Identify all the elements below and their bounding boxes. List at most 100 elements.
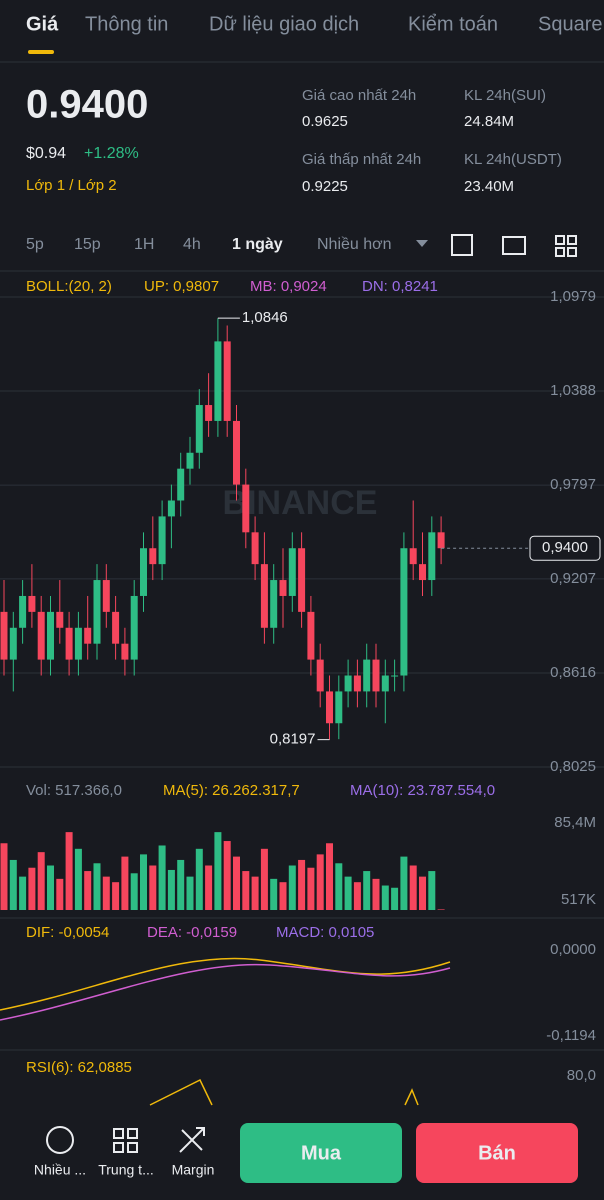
dif: DIF: -0,0054 xyxy=(26,924,109,941)
icon[interactable] xyxy=(451,234,473,256)
interval[interactable]: 1H xyxy=(134,236,154,253)
interval[interactable]: 15p xyxy=(74,236,101,253)
volume-bar xyxy=(177,859,185,910)
change: +1.28% xyxy=(84,145,139,162)
more-icon[interactable] xyxy=(46,1126,74,1154)
dea: DEA: -0,0159 xyxy=(147,924,237,941)
volume-bar xyxy=(93,863,101,910)
volume-bar xyxy=(381,885,389,910)
volume-bar xyxy=(335,863,343,910)
volume-bar xyxy=(326,843,333,910)
margin-icon[interactable] xyxy=(179,1127,205,1153)
buy-label[interactable]: Mua xyxy=(301,1142,342,1164)
candle-body xyxy=(121,643,129,660)
volume-bar xyxy=(260,848,268,910)
volume-bar xyxy=(270,878,278,910)
y-tick-label: 0,9207 xyxy=(550,570,596,587)
candle-body xyxy=(437,532,445,549)
vol-label: Vol: 517.366,0 xyxy=(26,782,122,799)
stat-label: KL 24h(USDT) xyxy=(464,151,562,168)
y-tick-label: 0,8025 xyxy=(550,758,596,775)
candle-body xyxy=(167,500,175,517)
icon[interactable] xyxy=(502,236,526,255)
rsi-line xyxy=(149,1078,419,1106)
indicator: BOLL:(20, 2) xyxy=(26,278,112,295)
volume-bar xyxy=(223,841,231,910)
tabs: Giá Thông tin Dữ liệu giao dịch Kiểm toá… xyxy=(26,13,603,54)
interval[interactable]: 1 ngày xyxy=(232,236,283,253)
boll-up: UP: 0,9807 xyxy=(144,278,219,295)
candle-body xyxy=(279,580,287,596)
usd-price: $0.94 xyxy=(26,145,66,162)
stat-label: Giá cao nhất 24h xyxy=(302,87,416,104)
interval[interactable]: 4h xyxy=(183,236,201,253)
sell-button[interactable] xyxy=(416,1123,578,1183)
tab[interactable]: Kiểm toán xyxy=(408,13,498,35)
candle-body xyxy=(130,595,138,660)
volume-bar xyxy=(47,865,54,910)
volume-bar xyxy=(28,867,36,910)
candle-body xyxy=(65,627,73,660)
candle-body xyxy=(353,675,361,692)
action-label[interactable]: Margin xyxy=(172,1162,215,1178)
candle-body xyxy=(177,468,185,501)
stat-value: 0.9625 xyxy=(302,113,348,130)
candle-body xyxy=(381,675,389,692)
stat-value: 23.40M xyxy=(464,178,514,195)
last-price-box xyxy=(529,535,601,561)
volume-bar xyxy=(167,869,175,910)
tab[interactable]: Thông tin xyxy=(85,13,168,35)
vol-tick: 517K xyxy=(561,891,596,908)
volume-bar xyxy=(288,865,296,910)
macd-tick: 0,0000 xyxy=(550,941,596,958)
stat-label: Giá thấp nhất 24h xyxy=(302,151,421,168)
candle-body xyxy=(28,595,36,612)
action-label[interactable]: Trung t... xyxy=(98,1162,154,1178)
candle-body xyxy=(270,580,278,628)
volume-bar xyxy=(419,876,426,910)
buy-button[interactable] xyxy=(240,1123,402,1183)
center-icon[interactable] xyxy=(113,1128,138,1153)
candle-body xyxy=(112,611,120,644)
tab[interactable]: Giá xyxy=(26,13,59,35)
interval[interactable]: Nhiều hơn xyxy=(317,236,392,253)
stat-label: KL 24h(SUI) xyxy=(464,87,546,104)
candle-body xyxy=(233,420,240,485)
volume-bar xyxy=(307,867,315,910)
candle-body xyxy=(363,659,371,692)
y-tick-label: 1,0979 xyxy=(550,288,596,305)
volume-bar xyxy=(112,882,120,910)
boll-dn: DN: 0,8241 xyxy=(362,278,438,295)
vol-tick: 85,4M xyxy=(554,814,596,831)
volume-bar xyxy=(214,832,222,910)
volume-bar xyxy=(205,865,213,910)
intervals: 5p 15p 1H 4h 1 ngày Nhiều hơn xyxy=(26,234,577,257)
volume-bar xyxy=(242,871,250,910)
action-label[interactable]: Nhiều ... xyxy=(34,1162,86,1178)
volume-chart: 85,4M 517K xyxy=(0,814,596,910)
interval[interactable]: 5p xyxy=(26,236,44,253)
volume-bar xyxy=(130,873,138,910)
volume-bar xyxy=(437,909,445,910)
candle-body xyxy=(400,548,408,676)
candle-body xyxy=(428,532,436,581)
dif-line xyxy=(0,957,451,1011)
price-chart: 1,0979 1,0388 0,9797 0,9207 0,8616 0,8025 1,08… xyxy=(0,288,604,775)
tag[interactable]: Lớp 1 / Lớp 2 xyxy=(26,177,117,194)
volume-bar xyxy=(363,871,371,910)
icon[interactable] xyxy=(555,235,577,257)
sell-label[interactable]: Bán xyxy=(478,1142,516,1164)
stat-value: 24.84M xyxy=(464,113,514,130)
candle-body xyxy=(37,611,45,660)
volume-bar xyxy=(186,876,194,910)
tab[interactable]: Square xyxy=(538,13,603,35)
volume-bar xyxy=(372,878,380,910)
last-price: 0.9400 xyxy=(26,83,148,127)
dea-line xyxy=(0,963,451,1021)
candle-body xyxy=(214,341,222,421)
volume-bar xyxy=(344,876,352,910)
volume-bar xyxy=(0,843,8,910)
dropdown-icon xyxy=(416,240,428,247)
tab[interactable]: Dữ liệu giao dịch xyxy=(209,13,359,35)
y-tick-label: 0,8616 xyxy=(550,664,596,681)
